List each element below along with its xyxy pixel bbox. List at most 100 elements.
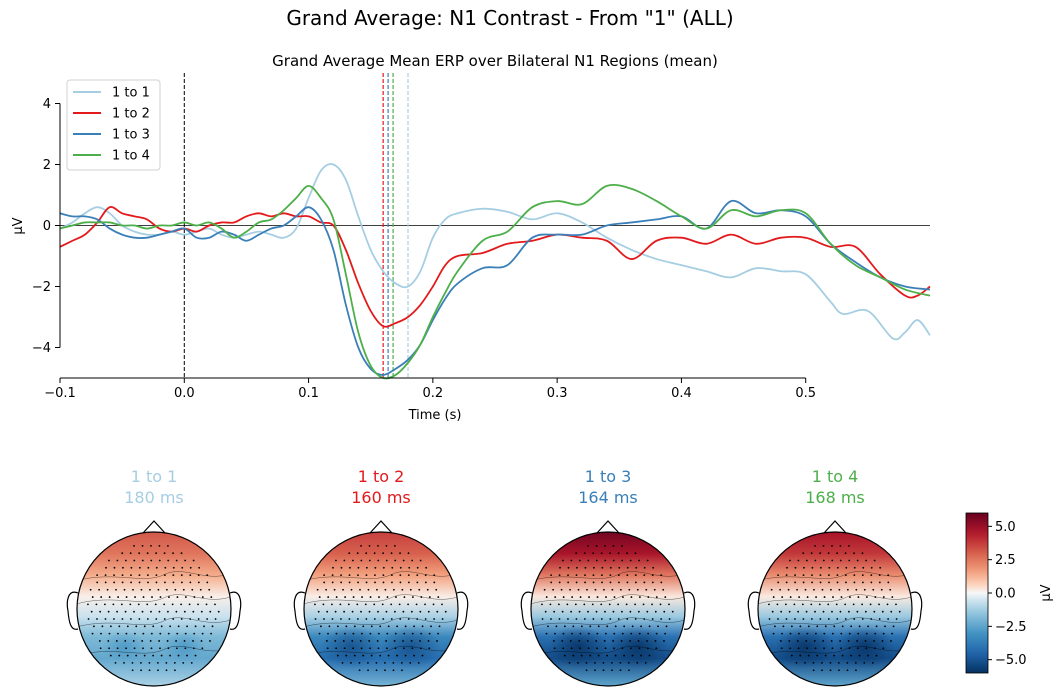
electrode	[620, 640, 623, 642]
electrode	[113, 618, 115, 620]
electrode	[550, 581, 553, 584]
electrode	[771, 610, 774, 613]
electrode	[123, 662, 125, 664]
electrode	[831, 632, 834, 635]
electrode	[840, 632, 843, 635]
electrode	[575, 581, 578, 584]
electrode	[118, 654, 121, 657]
electrode	[617, 552, 620, 555]
electrode	[390, 618, 393, 620]
electrode	[419, 559, 422, 562]
electrode	[587, 544, 589, 547]
electrode	[150, 647, 153, 650]
electrode	[588, 596, 590, 598]
electrode	[828, 574, 830, 577]
electrode	[193, 632, 196, 635]
electrode	[353, 625, 356, 628]
electrode	[819, 581, 822, 584]
electrode	[829, 662, 832, 664]
electrode	[838, 669, 840, 672]
electrode	[103, 603, 106, 606]
electrode	[643, 574, 646, 577]
electrode	[118, 625, 121, 628]
electrode	[857, 596, 860, 598]
electrode	[98, 588, 101, 591]
electrode	[856, 640, 858, 642]
electrode	[586, 588, 588, 591]
electrode	[328, 625, 331, 628]
electrode	[141, 559, 144, 562]
electrode	[426, 588, 429, 591]
electrode	[160, 625, 163, 628]
right-ear-outline	[456, 591, 469, 630]
electrode	[552, 640, 555, 642]
electrode	[541, 618, 544, 620]
electrode	[823, 596, 826, 598]
electrode	[391, 581, 393, 584]
electrode	[822, 544, 825, 547]
electrode	[138, 574, 141, 577]
electrode	[402, 559, 405, 562]
electrode	[657, 625, 659, 628]
electrode	[610, 662, 613, 664]
electrode	[327, 632, 329, 635]
electrode	[403, 647, 405, 650]
electrode	[151, 596, 153, 598]
electrode	[570, 610, 572, 613]
electrode	[150, 544, 152, 547]
electrode	[130, 574, 132, 577]
electrode	[438, 625, 441, 628]
electrode	[774, 625, 776, 628]
electrode	[862, 566, 865, 569]
electrode	[794, 566, 797, 569]
electrode-dots	[541, 544, 674, 672]
electrode	[134, 596, 136, 598]
electrode	[544, 610, 547, 613]
electrode	[819, 566, 822, 569]
erp-axes: −0.1 0.0 0.1 0.2 0.3 0.4 0.5 −4 −2 0 2 4	[32, 97, 816, 401]
contour-line	[304, 645, 458, 656]
electrode	[121, 574, 124, 577]
electrode	[382, 574, 385, 577]
x-axis-label: Time (s)	[408, 408, 462, 423]
electrode	[87, 618, 90, 620]
electrode	[823, 647, 825, 650]
electrode	[368, 610, 371, 613]
electrode	[785, 618, 788, 620]
electrode	[428, 632, 431, 635]
electrode	[158, 640, 161, 642]
electrode	[882, 632, 885, 635]
electrode	[654, 610, 657, 613]
electrode	[344, 596, 347, 598]
electrode	[640, 654, 642, 657]
electrode	[356, 603, 359, 606]
electrode	[345, 625, 348, 628]
electrode	[133, 610, 135, 613]
electrode	[819, 618, 822, 620]
electrode	[837, 662, 840, 664]
electrode	[138, 581, 141, 584]
electrode	[583, 552, 586, 555]
electrode	[844, 603, 847, 606]
electrode	[660, 574, 663, 577]
electrode	[562, 596, 565, 598]
electrode	[861, 618, 864, 620]
electrode	[374, 581, 376, 584]
electrode	[572, 625, 575, 628]
electrode	[587, 610, 589, 613]
electrode	[595, 640, 598, 642]
electrode	[391, 566, 394, 569]
electrode	[836, 552, 839, 555]
posterior-right-blob	[835, 626, 895, 668]
electrode	[192, 610, 195, 613]
electrode	[374, 574, 376, 577]
electrode	[648, 654, 651, 657]
electrode	[133, 647, 136, 650]
electrode	[189, 566, 192, 569]
electrode	[421, 625, 424, 628]
electrode	[181, 566, 184, 569]
electrode	[587, 647, 590, 650]
electrode	[589, 625, 592, 628]
electrode	[377, 647, 380, 650]
electrode	[796, 588, 798, 591]
